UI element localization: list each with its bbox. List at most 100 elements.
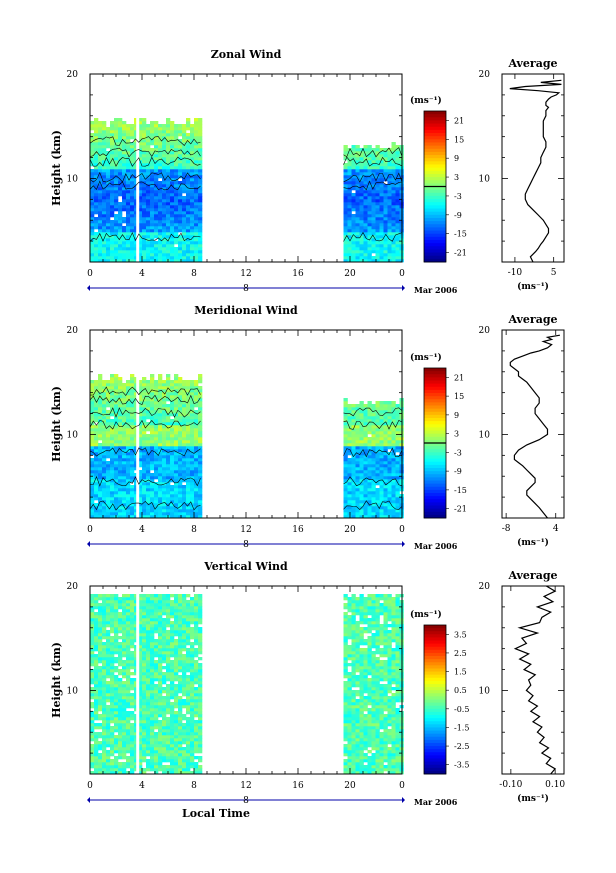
- contour-line: [343, 419, 403, 430]
- heatmap-cell: [130, 205, 135, 209]
- heatmap-cell: [110, 452, 115, 456]
- heatmap-cell: [162, 404, 167, 408]
- heatmap-cell: [134, 118, 139, 122]
- heatmap-cell: [126, 136, 131, 140]
- heatmap-cell: [98, 235, 103, 239]
- heatmap-cell: [122, 506, 127, 510]
- heatmap-cell: [178, 497, 183, 501]
- colorbar-tick-label: -9: [454, 467, 462, 476]
- heatmap-cell: [178, 383, 183, 387]
- heatmap-cell: [355, 458, 360, 462]
- heatmap-cell: [110, 226, 115, 230]
- heatmap-cell: [110, 443, 115, 447]
- heatmap-cell: [182, 491, 187, 495]
- heatmap-cell: [102, 154, 107, 158]
- heatmap-cell: [190, 211, 195, 215]
- heatmap-cell: [166, 217, 171, 221]
- date-axis-arrow: [87, 541, 90, 547]
- heatmap-cell: [114, 636, 119, 640]
- heatmap-cell: [178, 229, 183, 233]
- heatmap-cell: [98, 247, 103, 251]
- heatmap-cell: [142, 419, 147, 423]
- contour-line: [89, 171, 201, 183]
- heatmap-cell: [146, 651, 151, 655]
- colorbar-segment: [424, 236, 446, 241]
- heatmap-cell: [134, 163, 139, 167]
- heatmap-cell: [166, 253, 171, 257]
- heatmap-cell: [130, 398, 135, 402]
- heatmap-cell: [170, 395, 175, 399]
- heatmap-cell: [126, 413, 131, 417]
- heatmap-cell: [90, 208, 95, 212]
- heatmap-cell: [130, 458, 135, 462]
- heatmap-cell: [106, 217, 111, 221]
- heatmap-cell: [106, 690, 111, 694]
- heatmap-cell: [391, 419, 396, 423]
- heatmap-cell: [166, 142, 171, 146]
- heatmap-cell: [114, 184, 119, 188]
- heatmap-cell: [110, 639, 115, 643]
- heatmap-cell: [379, 473, 384, 477]
- heatmap-cell: [90, 401, 95, 405]
- colorbar-tick-label: -21: [454, 249, 467, 258]
- heatmap-cell: [391, 217, 396, 221]
- heatmap-cell: [166, 151, 171, 155]
- heatmap-cell: [363, 515, 368, 519]
- heatmap-cell: [379, 452, 384, 456]
- heatmap-cell: [134, 199, 139, 203]
- heatmap-cell: [198, 181, 203, 185]
- heatmap-cell: [363, 244, 368, 248]
- heatmap-cell: [154, 723, 159, 727]
- heatmap-cell: [118, 464, 123, 468]
- colorbar-segment: [424, 496, 446, 500]
- heatmap-cell: [198, 232, 203, 236]
- heatmap-cell: [395, 160, 400, 164]
- heatmap-cell: [146, 714, 151, 718]
- heatmap-cell: [170, 437, 175, 441]
- heatmap-cell: [122, 121, 127, 125]
- heatmap-cell: [170, 208, 175, 212]
- heatmap-cell: [198, 193, 203, 197]
- heatmap-cell: [154, 190, 159, 194]
- heatmap-cell: [142, 196, 147, 200]
- heatmap-cell: [106, 630, 111, 634]
- heatmap-cell: [146, 621, 151, 625]
- heatmap-cell: [122, 476, 127, 480]
- y-tick-label: 10: [67, 174, 79, 184]
- heatmap-cell: [363, 208, 368, 212]
- heatmap-cell: [118, 437, 123, 441]
- heatmap-cell: [351, 512, 356, 516]
- heatmap-cell: [118, 166, 123, 170]
- heatmap-cell: [150, 500, 155, 504]
- heatmap-cell: [363, 193, 368, 197]
- heatmap-cell: [118, 223, 123, 227]
- heatmap-cell: [110, 479, 115, 483]
- heatmap-cell: [379, 470, 384, 474]
- heatmap-cell: [158, 127, 163, 131]
- heatmap-cell: [351, 422, 356, 426]
- heatmap-cell: [94, 759, 99, 763]
- heatmap-cell: [178, 473, 183, 477]
- heatmap-cell: [387, 425, 392, 429]
- heatmap-cell: [94, 473, 99, 477]
- heatmap-cell: [126, 645, 131, 649]
- heatmap-cell: [198, 172, 203, 176]
- heatmap-cell: [194, 199, 199, 203]
- heatmap-cell: [134, 380, 139, 384]
- heatmap-cell: [90, 196, 95, 200]
- heatmap-cell: [110, 151, 115, 155]
- heatmap-cell: [355, 235, 360, 239]
- heatmap-cell: [395, 235, 400, 239]
- heatmap-cell: [110, 612, 115, 616]
- heatmap-cell: [355, 193, 360, 197]
- heatmap-cell: [122, 609, 127, 613]
- heatmap-cell: [166, 431, 171, 435]
- heatmap-cell: [194, 497, 199, 501]
- heatmap-cell: [106, 181, 111, 185]
- heatmap-cell: [154, 199, 159, 203]
- heatmap-cell: [102, 253, 107, 257]
- heatmap-cell: [379, 449, 384, 453]
- heatmap-cell: [102, 148, 107, 152]
- heatmap-cell: [182, 214, 187, 218]
- heatmap-cell: [194, 256, 199, 260]
